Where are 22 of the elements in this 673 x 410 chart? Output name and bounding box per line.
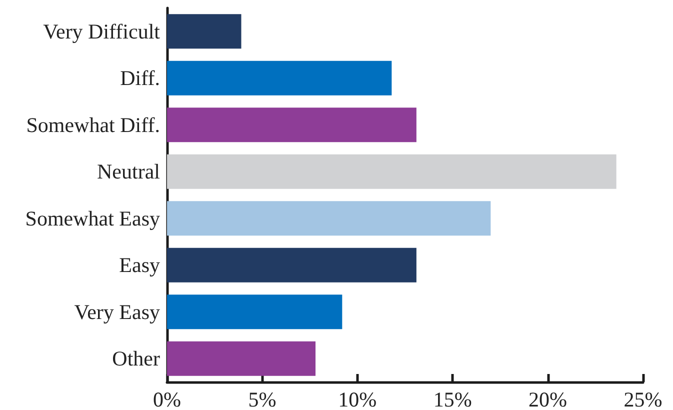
bar: [167, 60, 392, 96]
x-tick-label: 10%: [338, 388, 377, 410]
x-tick-label: 15%: [433, 388, 472, 410]
y-tick-label: Very Difficult: [43, 19, 160, 44]
y-tick-label: Other: [112, 346, 160, 371]
bar: [167, 294, 342, 330]
x-tick-label: 20%: [528, 388, 568, 410]
y-tick-label: Somewhat Easy: [25, 206, 160, 230]
y-tick-label: Easy: [119, 253, 160, 278]
bar: [167, 108, 416, 142]
y-tick-label: Very Easy: [74, 300, 160, 324]
bar: [167, 154, 616, 189]
y-tick-label: Neutral: [97, 160, 160, 184]
x-tick-label: 0%: [153, 388, 181, 410]
bar: [167, 341, 316, 376]
bar: [167, 14, 242, 49]
x-tick-label: 5%: [248, 388, 276, 410]
bar: [167, 201, 491, 236]
y-tick-label: Somewhat Diff.: [26, 112, 160, 137]
x-tick-label: 25%: [624, 388, 662, 410]
bar: [167, 248, 416, 282]
y-tick-label: Diff.: [120, 66, 160, 90]
